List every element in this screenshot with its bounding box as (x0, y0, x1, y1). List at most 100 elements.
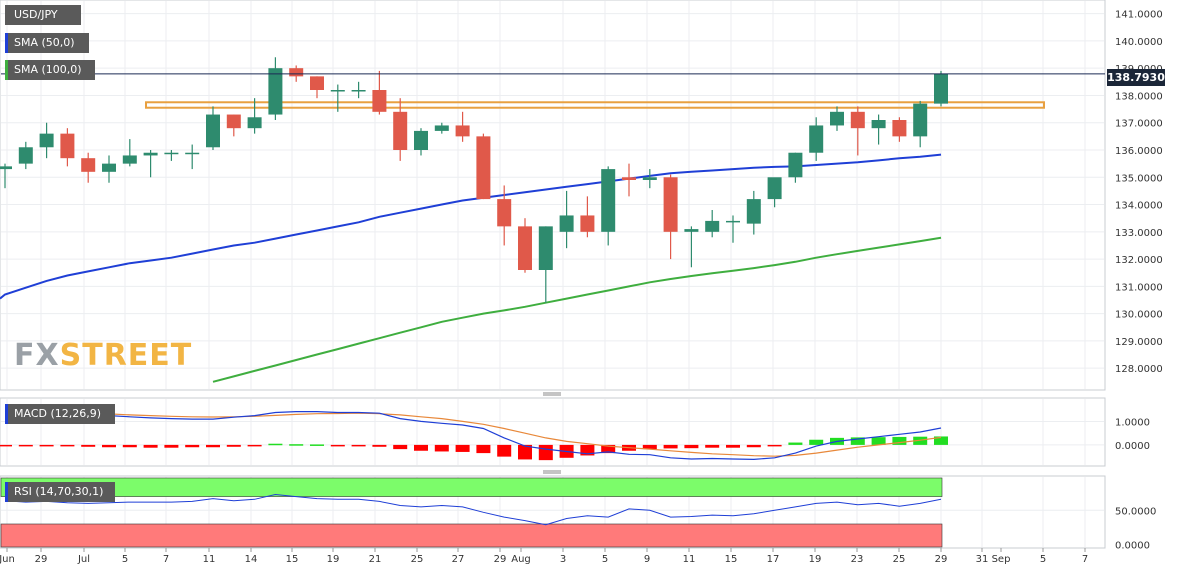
macd-histogram-bar (538, 444, 553, 461)
sma50-line (0, 153, 942, 300)
candle-body (247, 117, 262, 129)
macd-histogram-bar (102, 444, 116, 448)
price-tick-label: 133.0000 (1115, 228, 1163, 239)
rsi-tick-label: 0.0000 (1115, 541, 1150, 552)
candle (372, 70, 387, 115)
price-tick-label: 129.0000 (1115, 337, 1163, 348)
rsi-label[interactable]: RSI (14,70,30,1) (5, 482, 115, 502)
macd-histogram-bar (372, 444, 387, 447)
logo-fx: FX (14, 338, 60, 373)
candle-body (684, 229, 699, 232)
candle (518, 218, 532, 273)
candle (746, 190, 761, 235)
candle (871, 114, 886, 145)
candle (809, 117, 824, 161)
candle-body (705, 220, 720, 232)
price-tick-label: 137.0000 (1115, 119, 1163, 130)
price-tick-label: 128.0000 (1115, 364, 1163, 375)
date-tick-label: 29 (35, 554, 48, 565)
macd-label[interactable]: MACD (12,26,9) (5, 404, 115, 424)
candle (455, 111, 470, 142)
price-tick-label: 135.0000 (1115, 173, 1163, 184)
candle-body (102, 163, 116, 172)
candle-body (913, 103, 928, 137)
candle (18, 141, 33, 170)
moving-averages (0, 153, 942, 383)
macd-histogram-bar (705, 444, 720, 448)
macd-histogram-bar (497, 444, 512, 457)
pair-label[interactable]: USD/JPY (5, 5, 81, 25)
macd-histogram-bar (476, 444, 491, 454)
resistance-zone (145, 101, 1045, 109)
macd-histogram-bar (663, 444, 678, 449)
rsi-indicator (4, 493, 942, 526)
date-tick-label: Aug (511, 554, 531, 565)
sma100-label[interactable]: SMA (100,0) (5, 60, 95, 80)
candle (102, 155, 116, 183)
macd-histogram-bar (122, 444, 137, 448)
macd-histogram-bar (434, 444, 449, 452)
candle-body (143, 152, 158, 156)
date-tick-label: 5 (602, 554, 608, 565)
price-tick-label: 141.0000 (1115, 10, 1163, 21)
candle (497, 185, 512, 246)
rsi-line (4, 493, 942, 526)
candle (663, 174, 678, 260)
sma50-label[interactable]: SMA (50,0) (5, 33, 89, 53)
rsi-oversold-band (0, 523, 943, 548)
macd-histogram-bar (39, 444, 54, 447)
date-tick-label: 29 (935, 554, 948, 565)
date-tick-label: Jun (0, 554, 15, 565)
macd-histogram-bar (81, 444, 96, 447)
candle-body (60, 133, 75, 159)
x-axis: Jun 29 Jul 5 7 11 14 15 19 21 25 27 29 Aug 3 5 9 11 15 17 19… (0, 548, 1088, 565)
candle (330, 84, 345, 112)
macd-histogram-bar (809, 439, 824, 445)
fxstreet-logo: FXSTREET (14, 338, 192, 373)
macd-histogram-bar (580, 444, 595, 456)
candle (788, 152, 803, 183)
y-axis: 141.0000140.0000139.0000138.0000137.0000… (1115, 10, 1163, 552)
date-tick-label: 21 (369, 554, 382, 565)
candle-body (81, 158, 96, 172)
candle (393, 98, 408, 161)
candle (206, 106, 220, 150)
price-tick-label: 140.0000 (1115, 37, 1163, 48)
macd-histogram-bar (310, 444, 324, 446)
date-tick-label: 15 (725, 554, 738, 565)
rsi-bands (0, 477, 1104, 548)
candle (538, 226, 553, 303)
rsi-overbought-band (0, 477, 943, 497)
panel-resize-handles[interactable] (543, 392, 561, 474)
candle-body (476, 136, 491, 200)
macd-histogram-bar (18, 444, 33, 447)
resistance-zone-rect (145, 101, 1045, 109)
candle (830, 106, 844, 131)
candle-body (455, 125, 470, 137)
candle (39, 122, 54, 159)
candle-body (310, 76, 324, 90)
macd-histogram-bar (726, 444, 740, 448)
macd-line (4, 410, 942, 461)
candle (559, 190, 574, 249)
candle-body (330, 90, 345, 92)
logo-street: STREET (59, 338, 193, 373)
macd-histogram-bar (268, 443, 283, 446)
candle (81, 152, 96, 183)
candle-body (663, 177, 678, 232)
price-panel-border (0, 0, 1106, 391)
candle-body (809, 125, 824, 153)
candle-body (830, 111, 844, 126)
candle (622, 163, 636, 197)
candle-body (434, 125, 449, 131)
macd-tick-label: 0.0000 (1115, 441, 1150, 452)
macd-histogram-bar (393, 444, 408, 450)
candle-body (372, 90, 387, 112)
candle (580, 196, 595, 238)
macd-histogram-bar (934, 436, 948, 445)
candle (247, 98, 262, 134)
macd-histogram-bar (601, 444, 616, 454)
macd-histogram-bar (60, 444, 75, 447)
date-tick-label: 14 (245, 554, 258, 565)
